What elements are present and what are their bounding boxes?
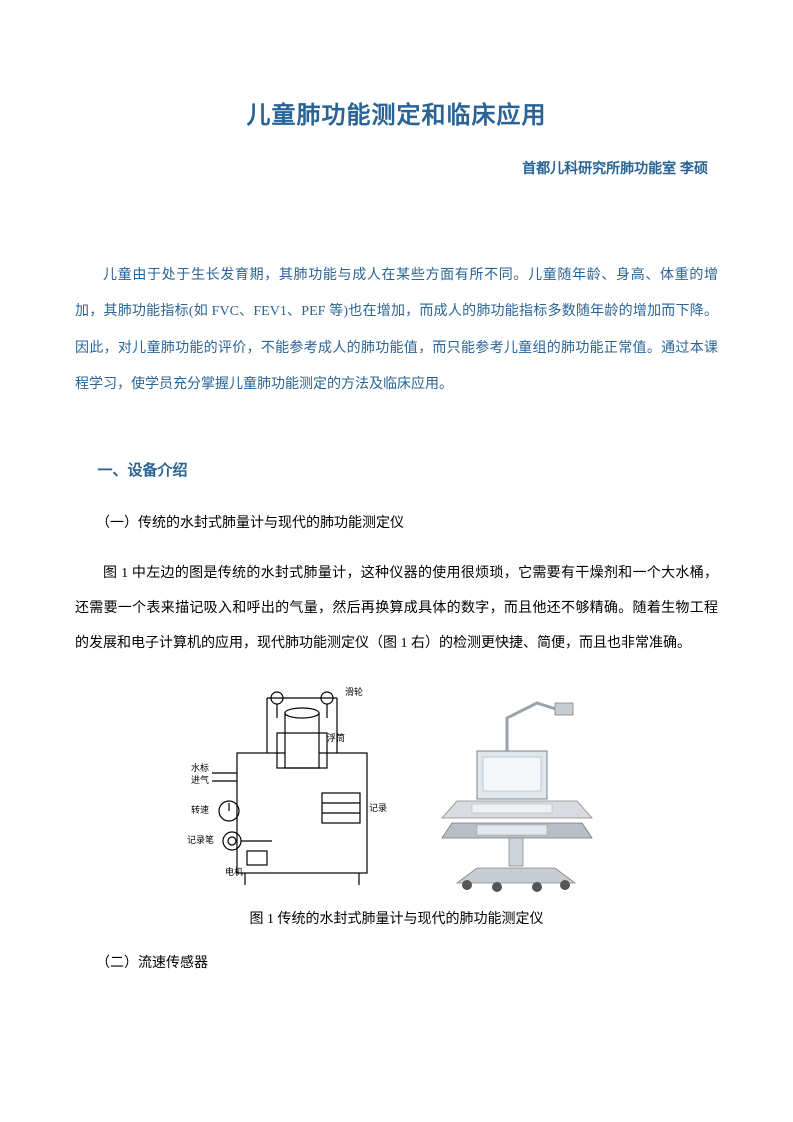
- intro-paragraph: 儿童由于处于生长发育期，其肺功能与成人在某些方面有所不同。儿童随年龄、身高、体重…: [75, 258, 718, 404]
- document-title: 儿童肺功能测定和临床应用: [75, 95, 718, 130]
- label-motor: 电机: [225, 866, 243, 877]
- figure-1: 滑轮 浮筒 水标 进气 转速 记录笔 记录 电机: [75, 673, 718, 898]
- label-float: 浮筒: [327, 732, 345, 743]
- document-page: 儿童肺功能测定和临床应用 首都儿科研究所肺功能室 李硕 儿童由于处于生长发育期，…: [0, 0, 793, 1122]
- label-air: 进气: [191, 774, 209, 785]
- spirometer-diagram-icon: 滑轮 浮筒 水标 进气 转速 记录笔 记录 电机: [177, 673, 617, 893]
- section-heading-1: 一、设备介绍: [98, 459, 719, 480]
- label-pen: 记录笔: [187, 834, 214, 845]
- label-speed: 转速: [191, 804, 209, 815]
- subsection-heading-2: （二）流速传感器: [96, 950, 718, 978]
- label-water: 水标: [191, 762, 209, 773]
- figure-1-image: 滑轮 浮筒 水标 进气 转速 记录笔 记录 电机: [177, 673, 617, 893]
- label-pulley: 滑轮: [345, 686, 363, 697]
- subsection-heading-1: （一）传统的水封式肺量计与现代的肺功能测定仪: [96, 510, 718, 538]
- label-record: 记录: [369, 803, 387, 813]
- figure-1-caption: 图 1 传统的水封式肺量计与现代的肺功能测定仪: [75, 908, 718, 928]
- author-line: 首都儿科研究所肺功能室 李硕: [75, 158, 718, 178]
- paragraph-1: 图 1 中左边的图是传统的水封式肺量计，这种仪器的使用很烦琐，它需要有干燥剂和一…: [75, 556, 718, 661]
